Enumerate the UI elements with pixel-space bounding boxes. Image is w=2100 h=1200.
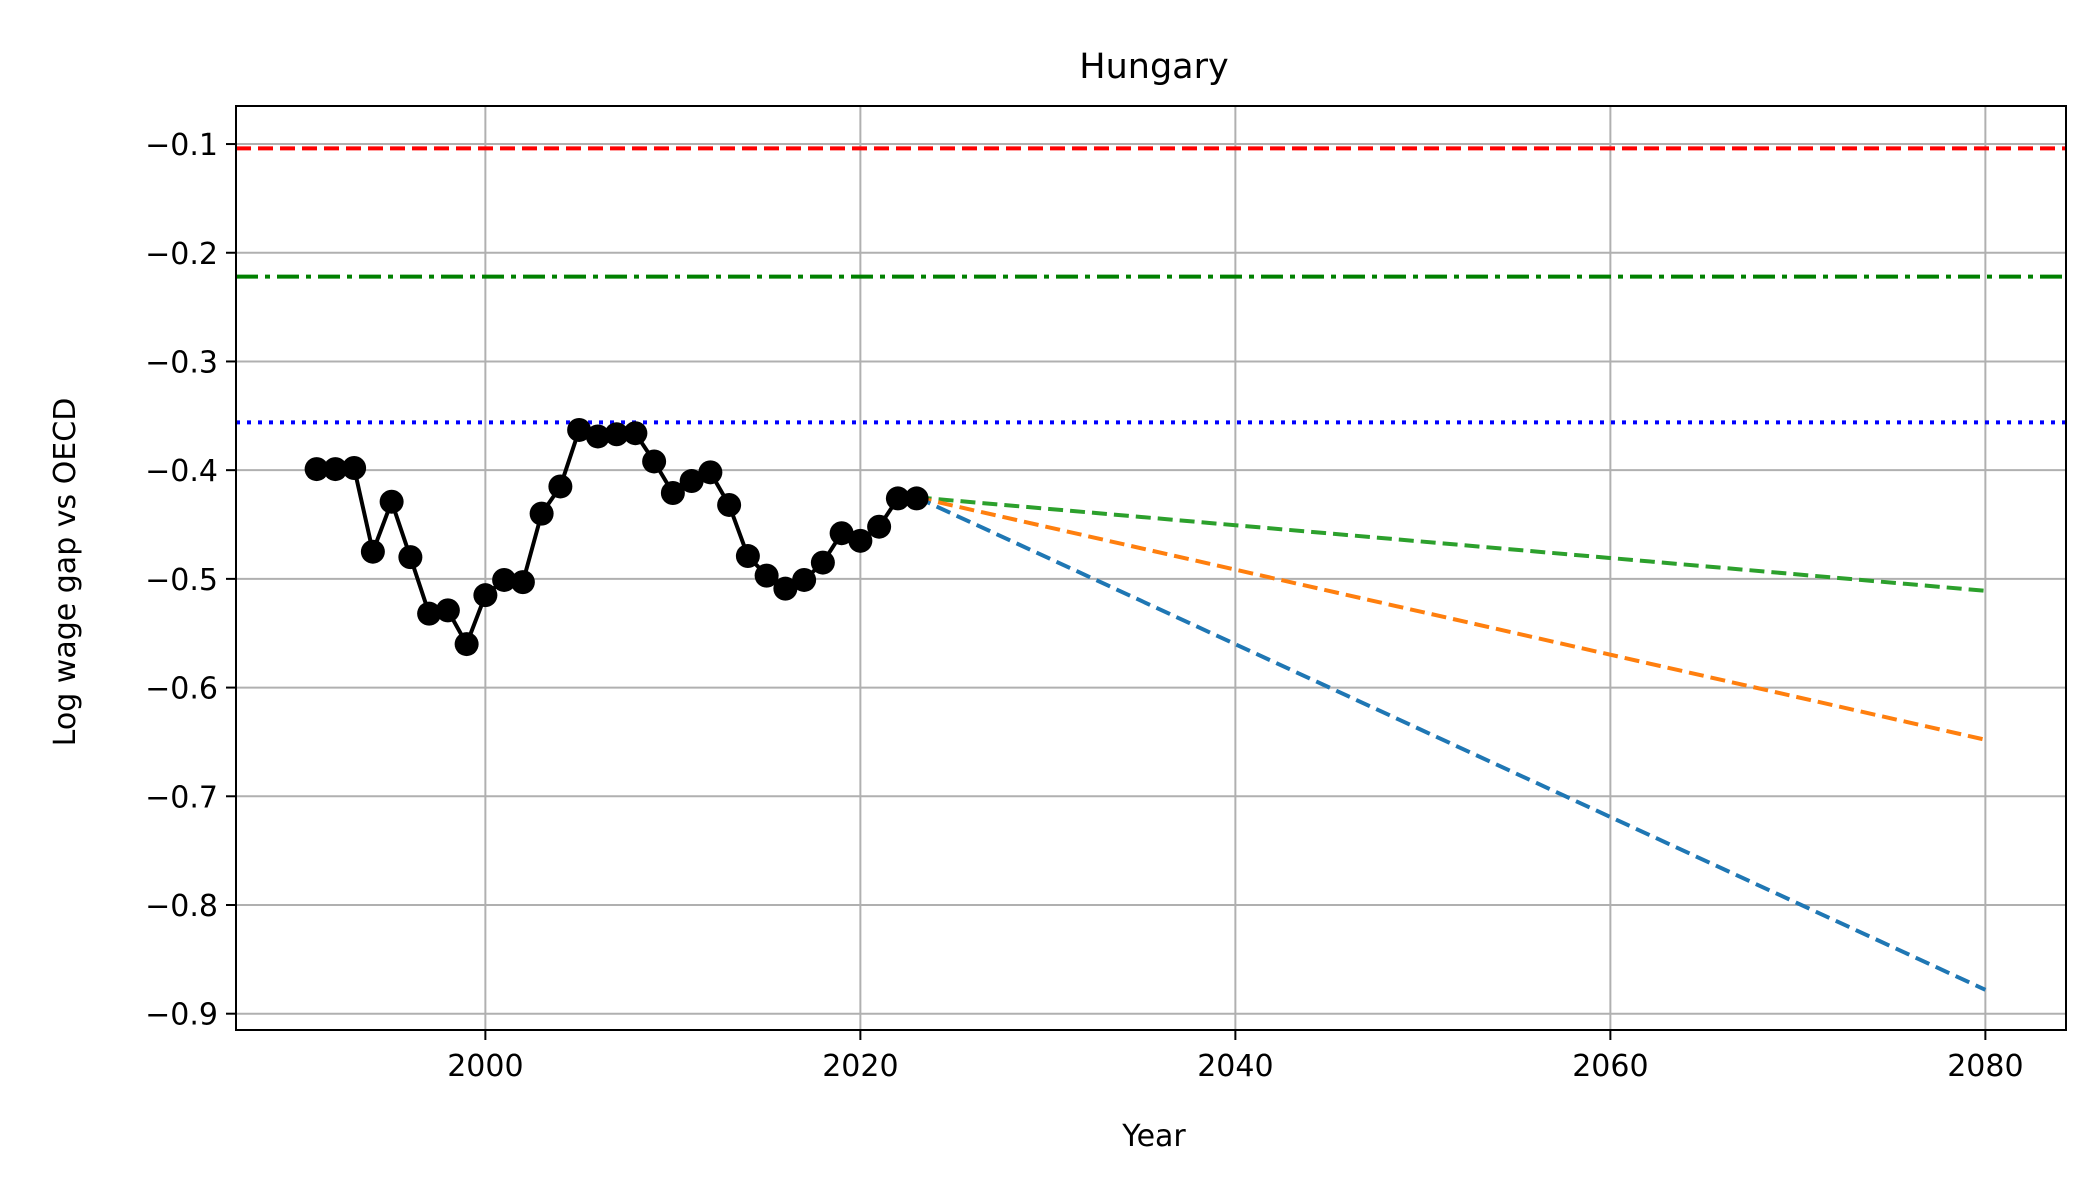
y-tick-label: −0.3 [145, 345, 218, 380]
historical-point [380, 490, 404, 514]
historical-point [623, 421, 647, 445]
historical-point [398, 545, 422, 569]
x-tick-label: 2060 [1572, 1049, 1648, 1084]
x-tick-label: 2020 [822, 1049, 898, 1084]
historical-point [811, 551, 835, 575]
historical-point [698, 460, 722, 484]
y-tick-label: −0.7 [145, 780, 218, 815]
historical-point [342, 456, 366, 480]
historical-point [511, 570, 535, 594]
historical-point [792, 568, 816, 592]
y-tick-label: −0.8 [145, 889, 218, 924]
x-tick-label: 2000 [447, 1049, 523, 1084]
historical-point [717, 493, 741, 517]
x-tick-label: 2040 [1197, 1049, 1273, 1084]
y-tick-label: −0.2 [145, 237, 218, 272]
historical-point [455, 632, 479, 656]
historical-point [530, 502, 554, 526]
y-axis-label: Log wage gap vs OECD [48, 398, 83, 747]
historical-point [867, 515, 891, 539]
historical-point [436, 598, 460, 622]
historical-point [548, 474, 572, 498]
chart-title: Hungary [1079, 47, 1228, 87]
y-tick-label: −0.6 [145, 672, 218, 707]
y-tick-label: −0.1 [145, 128, 218, 163]
y-tick-label: −0.4 [145, 454, 218, 489]
x-axis-label: Year [1121, 1119, 1186, 1154]
x-tick-label: 2080 [1947, 1049, 2023, 1084]
y-tick-label: −0.5 [145, 563, 218, 598]
historical-point [736, 544, 760, 568]
historical-point [473, 583, 497, 607]
y-tick-label: −0.9 [145, 998, 218, 1033]
historical-point [642, 449, 666, 473]
historical-point [361, 540, 385, 564]
historical-point [905, 486, 929, 510]
